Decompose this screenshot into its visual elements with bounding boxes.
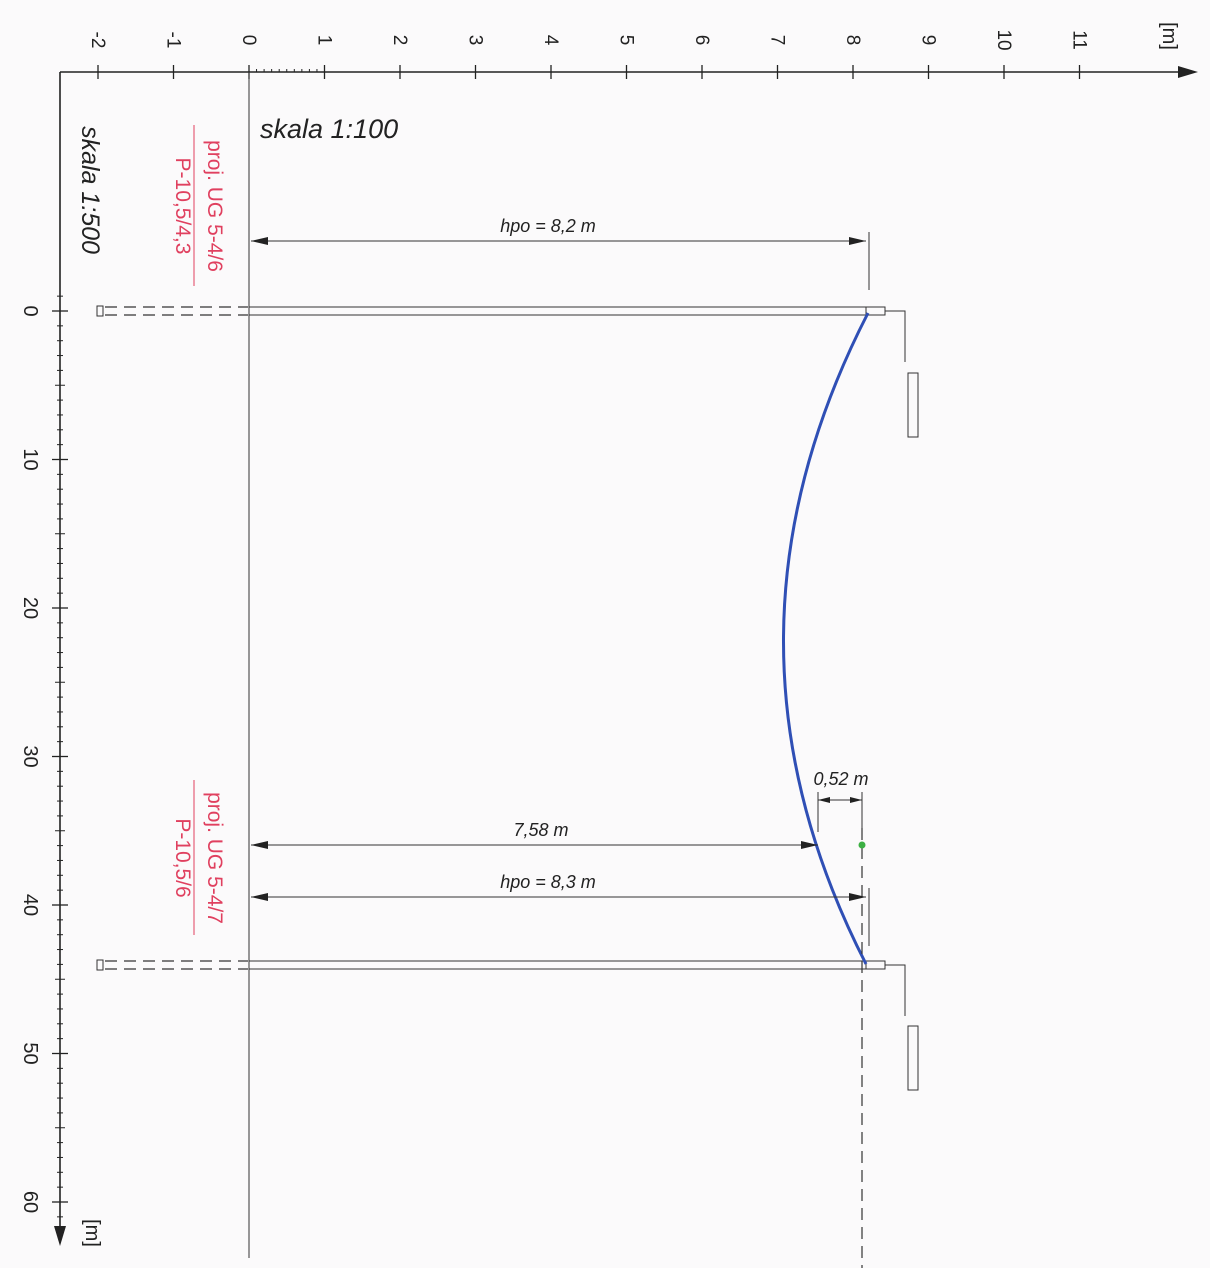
top-axis-tick-label: -2: [87, 32, 108, 49]
top-axis-tick-label: 2: [389, 35, 410, 46]
dimension-arrow-icon: [251, 893, 268, 901]
vertical-scale-label: skala 1:500: [76, 126, 104, 254]
dimension-clearance-label: 7,58 m: [513, 820, 568, 840]
top-axis-tick-label: 10: [993, 29, 1014, 50]
left-axis-tick-label: 30: [19, 745, 41, 767]
pole-2-label-line1: proj. UG 5-4/7: [203, 792, 226, 924]
top-axis-tick-label: 8: [842, 35, 863, 46]
pole-2-equipment: [907, 1025, 919, 1091]
dimension-arrow-icon: [850, 797, 862, 803]
pole-1-shaft: [248, 306, 886, 316]
dimension-hpo-2: hpo = 8,3 m: [251, 872, 870, 946]
dimension-arrow-icon: [801, 841, 818, 849]
top-axis: -2 -1 0 1 2 3 4 5 6 7 8 9 10 11 [m]: [60, 22, 1198, 79]
pole-1-foundation: [96, 305, 104, 317]
dimension-hpo-1-label: hpo = 8,2 m: [500, 216, 596, 236]
dimension-hpo-1: hpo = 8,2 m: [251, 216, 870, 290]
top-axis-tick-label: 9: [918, 35, 939, 46]
measurement-point-marker: [858, 841, 866, 849]
pole-1-bracket: [885, 310, 906, 362]
left-axis-tick-label: 20: [19, 597, 41, 619]
dimension-sag-label: 0,52 m: [813, 769, 868, 789]
pole-1-label-line2: P-10,5/4,3: [171, 158, 194, 255]
top-axis-tick-label: 11: [1069, 30, 1090, 50]
top-axis-tick-label: 0: [238, 35, 259, 46]
pole-2-shaft: [248, 960, 886, 970]
top-axis-tick-label: -1: [163, 32, 184, 49]
dimension-arrow-icon: [818, 797, 830, 803]
pole-2-label-line2: P-10,5/6: [171, 818, 194, 897]
dimension-arrow-icon: [849, 237, 866, 245]
left-axis-tick-label: 0: [19, 305, 41, 316]
pole-2-bracket: [885, 964, 906, 1016]
pole-2: proj. UG 5-4/7 P-10,5/6: [96, 780, 919, 1091]
top-axis-unit: [m]: [1158, 22, 1180, 50]
pole-1: proj. UG 5-4/6 P-10,5/4,3: [96, 125, 919, 438]
dimension-sag: 0,52 m: [813, 769, 869, 832]
dimension-arrow-icon: [251, 237, 268, 245]
pole-2-foundation: [96, 959, 104, 971]
dimension-arrow-icon: [251, 841, 268, 849]
pole-1-label-line1: proj. UG 5-4/6: [203, 140, 226, 272]
horizontal-scale-label: skala 1:100: [260, 114, 398, 144]
top-axis-tick-label: 4: [540, 35, 561, 46]
left-axis-tick-label: 10: [19, 448, 41, 470]
top-axis-tick-label: 6: [691, 35, 712, 46]
conductor-curve: [782, 312, 870, 965]
top-axis-tick-label: 3: [465, 35, 486, 46]
dimension-clearance: 7,58 m: [251, 820, 818, 849]
dimension-arrow-icon: [849, 893, 866, 901]
top-axis-tick-label: 5: [616, 35, 637, 46]
pole-1-equipment: [907, 372, 919, 438]
top-axis-tick-label: 7: [767, 35, 788, 46]
left-axis-tick-label: 50: [19, 1042, 41, 1064]
left-axis-arrow-icon: [54, 1226, 66, 1246]
left-axis: 0 10 20 30 40 50 60 [m]: [19, 72, 103, 1247]
dimension-hpo-2-label: hpo = 8,3 m: [500, 872, 596, 892]
top-axis-arrow-icon: [1178, 66, 1198, 78]
top-axis-tick-label: 1: [314, 35, 335, 46]
left-axis-tick-label: 40: [19, 894, 41, 916]
left-axis-tick-label: 60: [19, 1191, 41, 1213]
left-axis-unit: [m]: [81, 1219, 103, 1247]
